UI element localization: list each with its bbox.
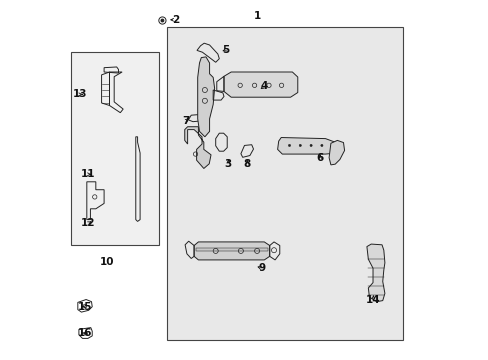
Polygon shape <box>277 138 339 154</box>
Circle shape <box>309 144 311 147</box>
Bar <box>71 52 159 245</box>
Text: 16: 16 <box>78 328 92 338</box>
Text: 14: 14 <box>366 294 380 305</box>
Polygon shape <box>224 72 297 97</box>
Circle shape <box>161 19 163 22</box>
Polygon shape <box>194 242 269 260</box>
Text: 8: 8 <box>243 159 250 169</box>
Text: 15: 15 <box>78 302 92 312</box>
Text: 2: 2 <box>171 15 179 25</box>
Text: 9: 9 <box>258 263 265 273</box>
Text: 7: 7 <box>182 116 189 126</box>
Polygon shape <box>328 140 344 165</box>
Polygon shape <box>197 57 214 137</box>
Text: 1: 1 <box>253 11 260 21</box>
Text: 10: 10 <box>100 257 114 267</box>
Circle shape <box>299 144 301 147</box>
Circle shape <box>320 144 322 147</box>
Text: 4: 4 <box>260 81 267 91</box>
Text: 11: 11 <box>81 169 95 179</box>
Polygon shape <box>184 127 211 168</box>
Text: 12: 12 <box>81 218 95 228</box>
Polygon shape <box>196 248 267 251</box>
Text: 3: 3 <box>224 159 231 169</box>
Circle shape <box>288 144 290 147</box>
Text: 5: 5 <box>222 45 229 55</box>
Text: 6: 6 <box>316 153 323 163</box>
Polygon shape <box>366 244 384 302</box>
Bar <box>167 27 402 340</box>
Text: 13: 13 <box>72 89 87 99</box>
